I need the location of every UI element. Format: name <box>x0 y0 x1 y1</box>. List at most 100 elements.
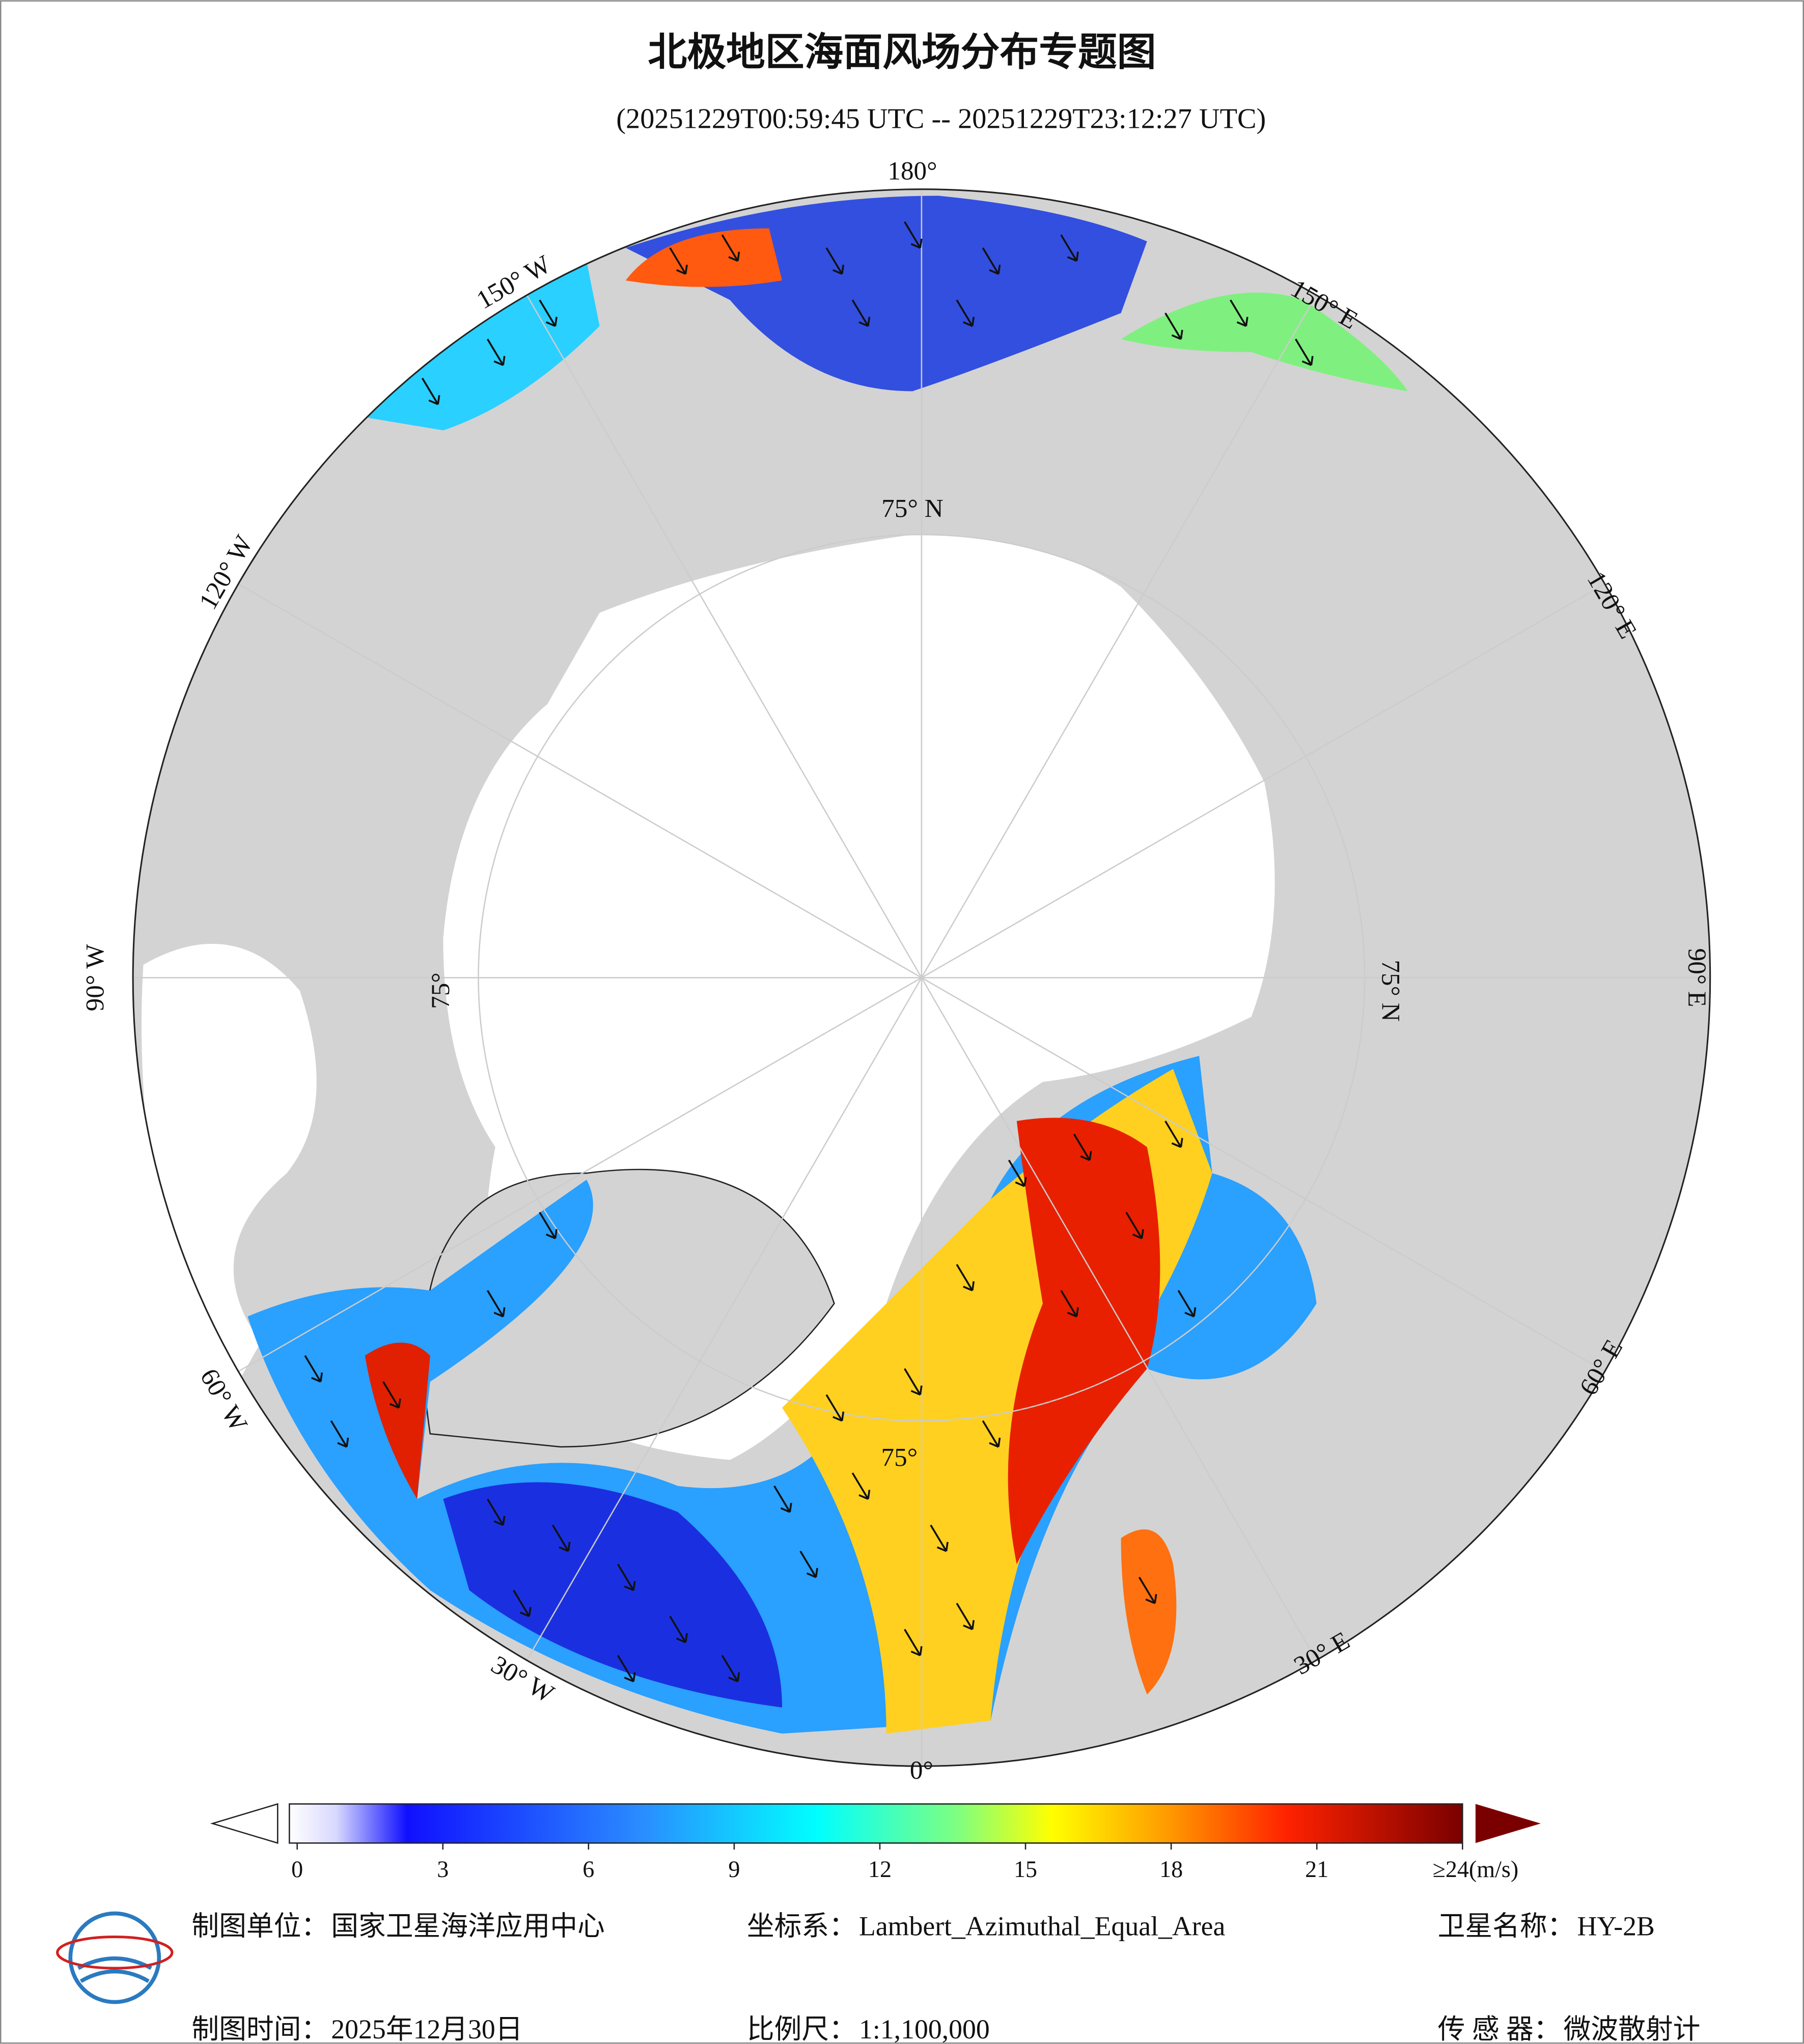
wind-arrow-head <box>728 251 740 262</box>
wind-arrow-head <box>1080 1151 1092 1161</box>
footer-key: 比例尺： <box>747 2014 856 2044</box>
wind-arrow-head <box>963 1620 975 1631</box>
wind-arrow <box>851 1472 869 1500</box>
colorbar-tick-label: 0 <box>291 1856 303 1882</box>
footer-value: 1:1,100,000 <box>859 2014 990 2044</box>
wind-arrow <box>486 1290 504 1317</box>
wind-arrow-head <box>1132 1229 1144 1240</box>
wind-arrow <box>773 1485 791 1513</box>
wind-arrow-head <box>1171 329 1183 340</box>
graticule <box>133 189 1710 1767</box>
wind-arrow-head <box>545 317 558 327</box>
wind-bering-high <box>625 228 782 287</box>
wind-arrow-head <box>337 1437 349 1448</box>
wind-arrow-head <box>1236 317 1248 327</box>
wind-arrow-head <box>493 1516 506 1526</box>
colorbar-tick-label: 3 <box>437 1856 449 1882</box>
wind-arrow <box>1230 299 1247 327</box>
wind-arrow <box>486 339 504 366</box>
lat-label: 75° <box>881 1443 918 1472</box>
colorbar-tick-label: 18 <box>1159 1856 1183 1882</box>
wind-arrow-head <box>624 1672 636 1683</box>
footer-value: HY-2B <box>1577 1911 1655 1942</box>
lon-label: 90° W <box>81 944 110 1012</box>
map-border <box>132 188 1711 1767</box>
wind-low <box>443 1482 782 1708</box>
wind-arrow <box>825 1394 843 1421</box>
footer-key: 制图单位： <box>191 1911 328 1942</box>
wind-arrow <box>1060 1290 1078 1317</box>
colorbar-tick-label: 6 <box>582 1856 594 1882</box>
lat-label: 75° N <box>881 494 943 523</box>
wind-arrow <box>825 247 843 274</box>
wind-arrow <box>486 1498 504 1526</box>
wind-arrow-head <box>989 1437 1001 1448</box>
wind-arrow-head <box>832 264 845 275</box>
wind-arrow-head <box>1015 1177 1027 1187</box>
wind-arrow-head <box>806 1567 818 1578</box>
footer-key: 坐标系： <box>747 1911 856 1942</box>
wind-arrow-head <box>428 395 440 405</box>
lon-label: 180° <box>887 157 937 186</box>
wind-arrow-head <box>780 1502 792 1513</box>
wind-arrow <box>721 234 739 262</box>
title: 北极地区海面风场分布专题图 <box>648 30 1156 74</box>
lat-label: 75° <box>426 972 455 1009</box>
colorbar: 0 3 6 9 12 15 18 21 ≥24(m/s) <box>210 1803 1541 1882</box>
wind-arrow-head <box>963 1281 975 1292</box>
wind-okhotsk <box>1121 292 1408 391</box>
wind-arrow <box>669 1615 687 1643</box>
wind-arrow-head <box>676 264 688 275</box>
footer-value: 国家卫星海洋应用中心 <box>331 1911 605 1942</box>
wind-arrow-head <box>858 1490 871 1500</box>
wind-arrow-head <box>545 1229 558 1240</box>
wind-arrow <box>617 1563 634 1591</box>
wind-arrow-head <box>936 1542 949 1552</box>
footer-value: 2025年12月30日 <box>331 2014 522 2044</box>
wind-arrow-head <box>1145 1594 1157 1604</box>
wind-arrow <box>904 1368 921 1395</box>
wind-arrow <box>304 1355 322 1382</box>
wind-arrow-head <box>910 1385 923 1396</box>
wind-arrow-head <box>624 1581 636 1591</box>
colorbar-tick-label: 21 <box>1305 1856 1328 1882</box>
wind-arrow <box>904 1629 921 1656</box>
wind-arrow <box>1164 1121 1182 1148</box>
colorbar-over <box>1475 1804 1541 1843</box>
wind-arrow <box>799 1550 817 1578</box>
colorbar-scale <box>289 1803 1463 1844</box>
wind-arrow-head <box>676 1633 688 1643</box>
wind-arrow <box>330 1420 348 1447</box>
map <box>133 189 1710 1767</box>
wind-arrow <box>421 377 439 405</box>
wind-arrow-head <box>832 1411 845 1422</box>
wind-arrow <box>669 247 687 274</box>
wind-davis-high <box>365 1342 430 1499</box>
wind-arrow <box>904 221 921 248</box>
wind-arrow <box>956 1603 974 1630</box>
wind-arrow <box>382 1381 400 1409</box>
lon-label: 90° E <box>1682 948 1711 1007</box>
wind-arrow <box>1138 1577 1156 1604</box>
footer: 制图单位： 国家卫星海洋应用中心 坐标系： Lambert_Azimuthal_Equ… <box>56 1911 1701 2044</box>
colorbar-tick-label: 9 <box>728 1856 740 1882</box>
wind-arrow-head <box>963 317 975 327</box>
wind-arrow-head <box>519 1607 532 1617</box>
wind-arrow <box>1295 339 1312 366</box>
footer-value: Lambert_Azimuthal_Equal_Area <box>859 1911 1226 1942</box>
wind-arrow <box>1073 1133 1091 1161</box>
wind-arrows <box>304 221 1314 1683</box>
wind-arrow <box>930 1524 948 1552</box>
wind-arrow <box>1164 312 1182 340</box>
wind-arrow-head <box>559 1542 571 1552</box>
wind-arrow-head <box>493 1307 506 1318</box>
logo <box>56 1911 174 2004</box>
wind-arrow <box>851 299 869 327</box>
lon-label: 0° <box>910 1756 933 1785</box>
wind-arrow-head <box>389 1398 401 1409</box>
colorbar-tick-label: 15 <box>1014 1856 1037 1882</box>
wind-arrow <box>721 1655 739 1682</box>
wind-arrow-head <box>1171 1138 1183 1148</box>
wind-arrow <box>1060 234 1078 262</box>
footer-value: 微波散射计 <box>1564 2014 1701 2044</box>
